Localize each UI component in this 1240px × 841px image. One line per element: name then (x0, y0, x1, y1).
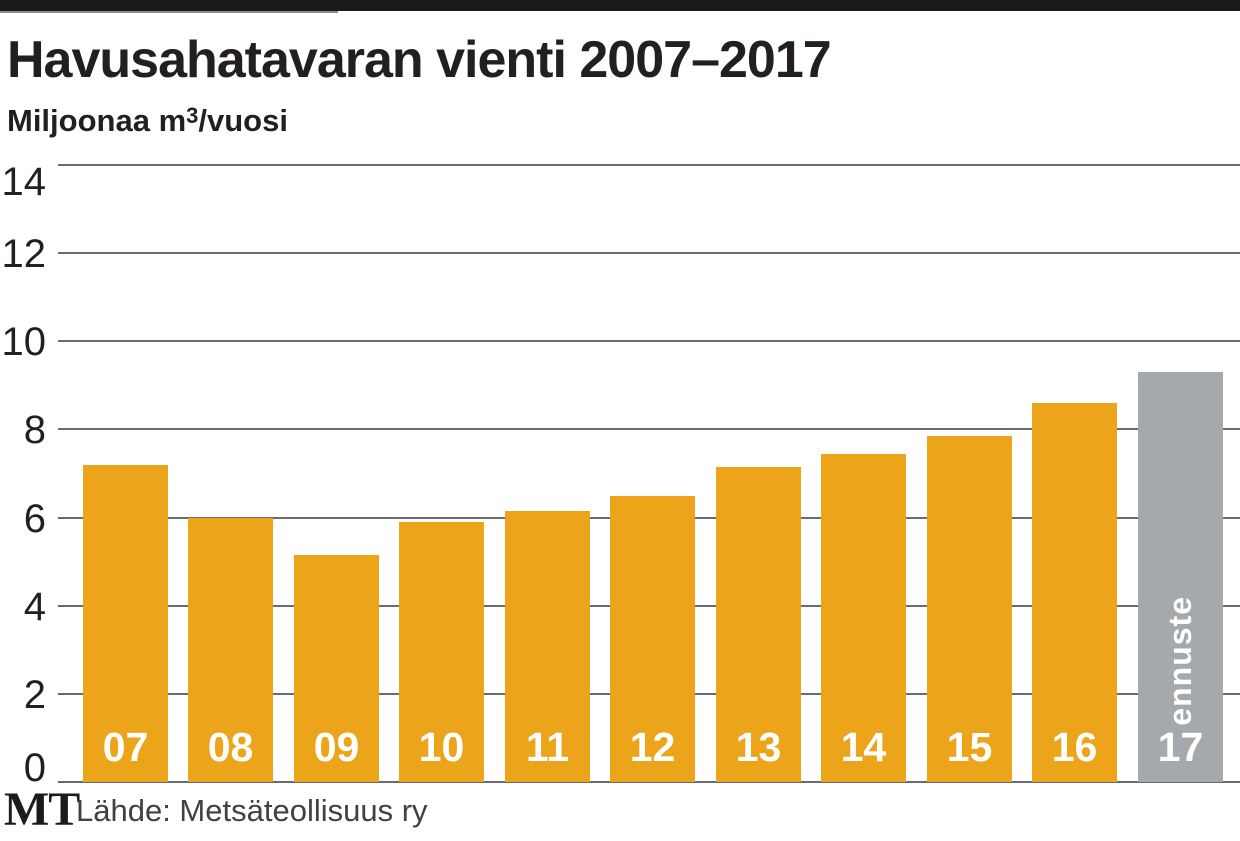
bar-year-label-12: 12 (629, 723, 676, 770)
chart-title: Havusahatavaran vienti 2007–2017 (7, 31, 832, 89)
bar-year-label-08: 08 (207, 723, 254, 770)
y-axis-tick-label-4: 4 (23, 584, 46, 629)
y-axis-tick-label-8: 8 (23, 408, 46, 453)
unit-suffix: /vuosi (198, 103, 288, 138)
y-axis-tick-label-14: 14 (1, 160, 47, 204)
source-credit: Lähde: Metsäteollisuus ry (76, 793, 428, 828)
forecast-label-wrap: ennuste (1138, 372, 1223, 726)
y-axis-tick-label-2: 2 (23, 672, 46, 717)
gridline-y12 (58, 252, 1240, 255)
bar-year-label-17: 17 (1157, 723, 1204, 770)
bar-2017-forecast: ennuste 17 (1138, 372, 1223, 782)
gridline-y10 (58, 340, 1240, 343)
bar-2008: 08 (188, 517, 273, 782)
bar-2016: 16 (1032, 402, 1117, 782)
bar-year-label-09: 09 (313, 723, 360, 770)
gridline-y14 (58, 164, 1240, 166)
bar-2010: 10 (399, 521, 484, 782)
top-accent-underline (0, 11, 338, 13)
bar-year-label-14: 14 (840, 723, 887, 770)
bar-year-label-10: 10 (418, 723, 465, 770)
bar-year-label-13: 13 (735, 723, 782, 770)
bar-2015: 15 (927, 436, 1012, 782)
bar-2009: 09 (294, 555, 379, 782)
y-axis-tick-label-10: 10 (1, 320, 47, 365)
bar-year-label-11: 11 (525, 723, 570, 770)
footer: MT Lähde: Metsäteollisuus ry (0, 784, 1240, 841)
bar-2014: 14 (821, 453, 906, 782)
bar-year-label-15: 15 (946, 723, 993, 770)
bar-2013: 13 (716, 466, 801, 782)
y-axis-unit-label: Miljoonaa m3/vuosi (7, 102, 288, 139)
unit-superscript: 3 (186, 103, 199, 128)
top-accent-bar (0, 0, 1240, 11)
bar-2011: 11 (505, 510, 590, 782)
mt-logo: MT (4, 783, 80, 836)
bar-year-label-16: 16 (1051, 723, 1098, 770)
bar-year-label-07: 07 (102, 723, 149, 770)
bar-2012: 12 (610, 495, 695, 782)
unit-prefix: Miljoonaa m (7, 103, 187, 138)
y-axis-tick-label-0: 0 (23, 746, 46, 790)
y-axis-tick-label-12: 12 (1, 232, 47, 277)
gridline-y8 (58, 428, 1240, 431)
bar-2007: 07 (83, 464, 168, 782)
forecast-label: ennuste (1162, 596, 1198, 726)
y-axis-tick-label-6: 6 (23, 496, 46, 541)
gridline-y0 (58, 781, 1240, 783)
